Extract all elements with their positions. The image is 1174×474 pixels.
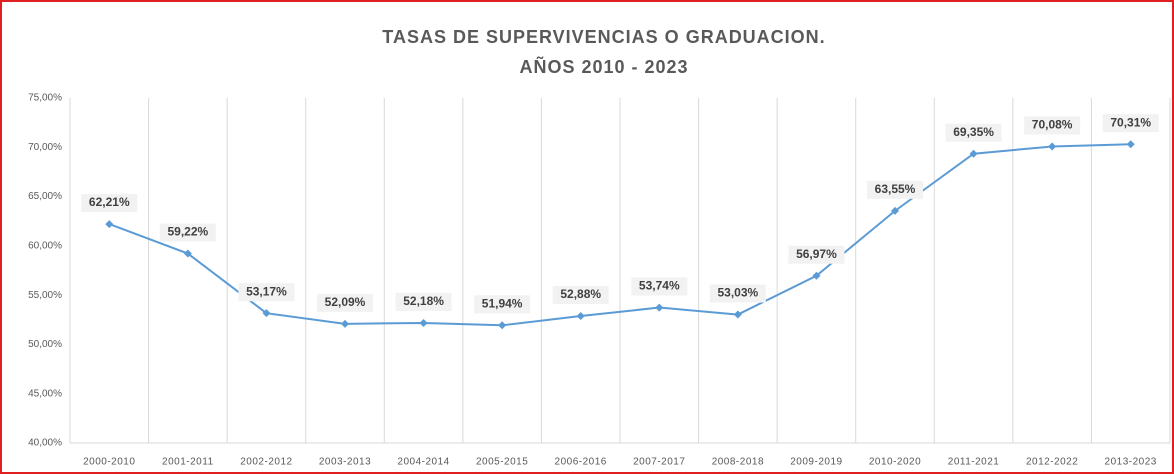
point-marker <box>812 271 821 280</box>
data-label-bg <box>395 292 452 311</box>
x-tick-label: 2009-2019 <box>790 457 842 468</box>
y-tick-label: 40,00% <box>28 438 62 449</box>
data-label: 52,09% <box>325 295 366 309</box>
data-label: 62,21% <box>89 195 130 209</box>
point-marker <box>969 149 978 158</box>
point-marker <box>891 206 899 215</box>
data-label-bg <box>238 283 295 302</box>
x-tick-label: 2010-2020 <box>869 457 921 468</box>
x-tick-label: 2013-2023 <box>1105 457 1157 468</box>
point-marker <box>1126 140 1135 149</box>
data-label-bg <box>1102 114 1159 133</box>
data-label-bg <box>945 123 1002 142</box>
y-tick-label: 50,00% <box>28 339 62 350</box>
data-label: 63,55% <box>875 182 916 196</box>
point-marker <box>262 309 271 318</box>
data-label-bg <box>1024 116 1081 135</box>
x-tick-label: 2007-2017 <box>633 457 685 468</box>
data-label-bg <box>159 223 216 242</box>
data-label-bg <box>81 194 138 213</box>
data-label: 53,74% <box>639 279 680 293</box>
data-label-bg <box>317 293 373 312</box>
data-label-bg <box>552 286 609 305</box>
data-label: 52,18% <box>403 294 444 308</box>
x-tick-label: 2002-2012 <box>240 457 292 468</box>
x-tick-label: 2011-2021 <box>948 457 1000 468</box>
point-marker <box>576 312 585 321</box>
x-tick-label: 2004-2014 <box>397 457 449 468</box>
data-label: 53,03% <box>718 286 759 300</box>
point-marker <box>341 319 349 328</box>
data-label-bg <box>788 245 845 264</box>
point-marker <box>105 220 114 229</box>
x-tick-label: 2008-2018 <box>712 457 764 468</box>
series-line <box>108 143 1131 327</box>
data-label: 69,35% <box>953 125 994 139</box>
point-marker <box>419 318 428 327</box>
data-label-bg <box>631 277 688 296</box>
point-marker <box>183 249 192 258</box>
data-label-bg <box>474 295 531 314</box>
x-tick-label: 2000-2010 <box>83 457 135 468</box>
y-tick-label: 65,00% <box>28 191 62 202</box>
point-marker <box>498 321 507 330</box>
x-tick-label: 2001-2011 <box>162 457 214 468</box>
data-label: 51,94% <box>482 296 523 310</box>
data-label-bg <box>867 180 923 199</box>
x-tick-label: 2005-2015 <box>476 457 528 468</box>
y-tick-label: 70,00% <box>28 142 62 153</box>
chart-subtitle: AÑOS 2010 - 2023 <box>519 56 688 77</box>
data-label: 59,22% <box>168 225 209 239</box>
data-label: 52,88% <box>560 287 601 301</box>
y-tick-label: 55,00% <box>28 290 62 301</box>
y-tick-label: 45,00% <box>28 388 62 399</box>
point-marker <box>655 303 664 312</box>
data-label: 53,17% <box>246 284 287 298</box>
x-tick-label: 2006-2016 <box>555 457 607 468</box>
data-label: 70,31% <box>1110 115 1151 129</box>
point-marker <box>1048 142 1057 151</box>
data-label-bg <box>709 284 766 303</box>
point-marker <box>733 310 742 319</box>
data-label: 70,08% <box>1032 118 1073 132</box>
x-tick-label: 2003-2013 <box>319 457 371 468</box>
data-label: 56,97% <box>796 247 837 261</box>
y-tick-label: 60,00% <box>28 240 62 251</box>
x-tick-label: 2012-2022 <box>1026 457 1078 468</box>
chart-title: TASAS DE SUPERVIVENCIAS O GRADUACION. <box>382 27 825 47</box>
y-tick-label: 75,00% <box>28 93 62 104</box>
